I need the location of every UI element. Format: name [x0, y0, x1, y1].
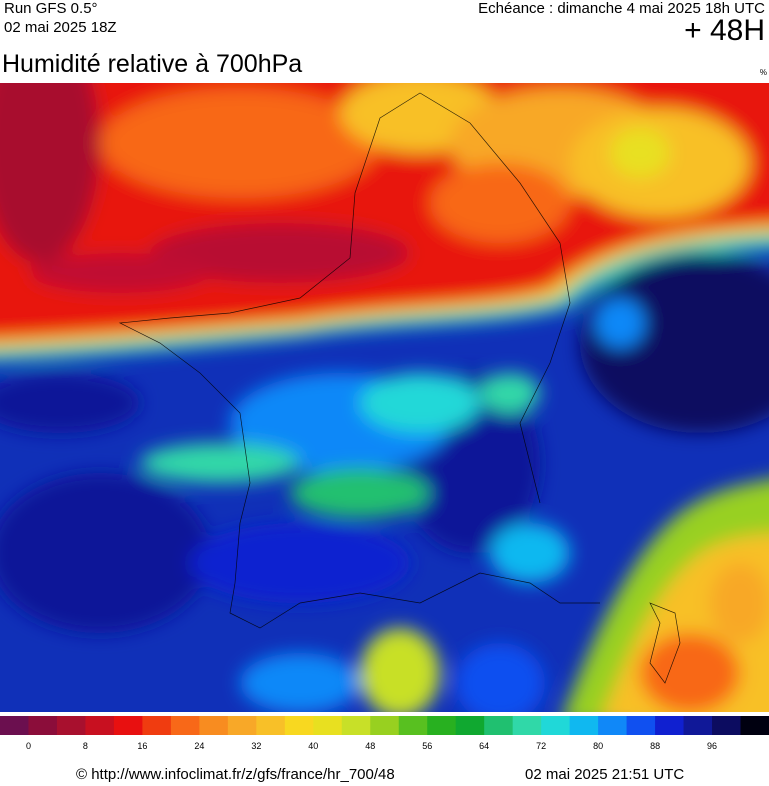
legend-tick-label: 96: [707, 741, 717, 751]
legend-swatch: [484, 716, 514, 735]
legend-tick-label: 40: [308, 741, 318, 751]
legend-swatch: [512, 716, 542, 735]
legend-swatch: [256, 716, 286, 735]
legend-swatch: [0, 716, 29, 735]
run-label: Run GFS 0.5°: [4, 0, 98, 17]
source-url: © http://www.infoclimat.fr/z/gfs/france/…: [76, 766, 395, 783]
legend-swatch: [569, 716, 599, 735]
legend-tick-label: 64: [479, 741, 489, 751]
legend-swatch: [398, 716, 428, 735]
legend-swatch: [142, 716, 172, 735]
legend-swatch: [85, 716, 115, 735]
legend-swatch: [28, 716, 58, 735]
legend-tick-label: 16: [137, 741, 147, 751]
legend-swatch: [227, 716, 257, 735]
legend-swatch: [740, 716, 769, 735]
lead-time: + 48H: [684, 14, 765, 47]
legend-swatch: [113, 716, 143, 735]
unit: %: [759, 68, 767, 77]
legend-tick-label: 80: [593, 741, 603, 751]
legend-swatch: [712, 716, 742, 735]
legend-swatch: [170, 716, 200, 735]
legend-swatch: [341, 716, 371, 735]
legend-swatch: [541, 716, 571, 735]
legend-tick-label: 8: [83, 741, 88, 751]
legend-tick-label: 0: [26, 741, 31, 751]
legend-tick-label: 32: [251, 741, 261, 751]
legend-swatch: [455, 716, 485, 735]
legend-swatch: [284, 716, 314, 735]
legend-tick-label: 88: [650, 741, 660, 751]
legend-swatch: [199, 716, 229, 735]
humidity-map: [0, 83, 769, 712]
legend-swatch: [370, 716, 400, 735]
legend-tick-label: 24: [194, 741, 204, 751]
color-scale: 0 8 16 24 32 40 48 56 64 72 80 88 96: [0, 716, 769, 751]
legend-swatch: [313, 716, 343, 735]
legend-tick-label: 56: [422, 741, 432, 751]
generated-time: 02 mai 2025 21:51 UTC: [525, 766, 685, 783]
legend-swatch: [56, 716, 86, 735]
legend-swatch: [626, 716, 656, 735]
legend-tick-label: 72: [536, 741, 546, 751]
legend-swatch: [427, 716, 457, 735]
valid-time: Echéance : dimanche 4 mai 2025 18h UTC: [478, 0, 765, 17]
legend-tick-label: 48: [365, 741, 375, 751]
run-date: 02 mai 2025 18Z: [4, 19, 117, 36]
map-title: Humidité relative à 700hPa: [2, 50, 303, 78]
legend-swatch: [598, 716, 628, 735]
legend-swatch: [655, 716, 685, 735]
legend-swatch: [683, 716, 713, 735]
